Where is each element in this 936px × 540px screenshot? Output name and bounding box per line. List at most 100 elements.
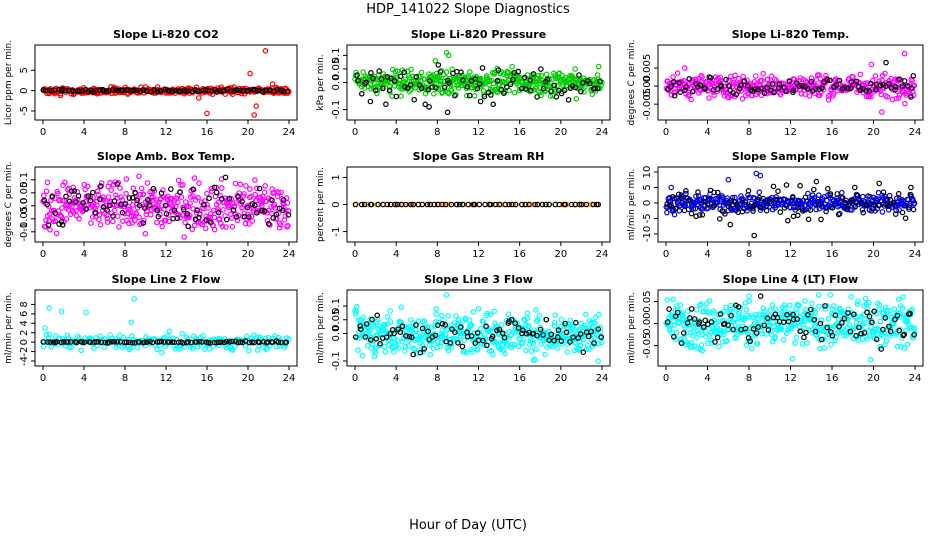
data-point <box>357 323 363 329</box>
data-point <box>73 199 79 205</box>
data-point <box>474 346 481 353</box>
data-point <box>129 88 135 94</box>
data-point <box>828 87 834 94</box>
x-axis-title: Hour of Day (UTC) <box>409 518 527 533</box>
data-point <box>451 92 458 99</box>
data-point <box>446 201 453 208</box>
data-point <box>358 201 365 208</box>
data-point <box>910 206 917 213</box>
data-point <box>850 74 856 80</box>
data-point <box>403 333 409 339</box>
data-point <box>818 317 825 324</box>
data-point <box>530 71 537 77</box>
data-point <box>156 339 163 345</box>
x-tick-label: 20 <box>242 373 255 384</box>
data-point <box>196 214 202 221</box>
data-point <box>677 301 684 308</box>
y-tick-label: 1 <box>331 174 342 180</box>
data-point <box>234 217 241 224</box>
data-point <box>71 188 78 194</box>
data-point <box>743 306 750 313</box>
data-point <box>452 329 458 336</box>
data-point <box>758 327 764 334</box>
x-tick-label: 8 <box>122 127 128 138</box>
data-point <box>728 312 734 319</box>
y-tick-label: 0.05 <box>19 182 30 204</box>
data-point <box>728 197 735 204</box>
y-tick-label: 0 <box>19 339 30 345</box>
data-point <box>62 179 68 186</box>
data-point <box>216 216 223 222</box>
data-point <box>689 344 695 351</box>
data-point <box>748 345 755 352</box>
data-point <box>108 187 114 193</box>
data-point <box>553 94 560 100</box>
data-point <box>586 80 593 87</box>
x-tick-label: 16 <box>826 249 839 260</box>
x-tick-label: 24 <box>596 373 609 384</box>
data-point <box>737 82 744 89</box>
data-point <box>457 324 464 331</box>
data-point <box>676 80 683 86</box>
data-point <box>188 342 195 349</box>
data-point <box>180 182 186 188</box>
outlier-point <box>908 184 914 191</box>
data-point <box>902 215 909 222</box>
data-point <box>672 205 679 212</box>
data-point <box>180 340 186 346</box>
y-axis-label: ml/min per min. <box>4 292 14 364</box>
data-point <box>841 315 848 322</box>
data-point <box>558 323 564 329</box>
data-point <box>177 189 183 195</box>
data-point <box>846 322 853 328</box>
data-point <box>716 216 723 222</box>
data-point <box>866 88 873 95</box>
data-point <box>907 191 914 198</box>
data-point <box>858 200 865 206</box>
data-point <box>546 201 553 208</box>
data-point <box>847 328 854 335</box>
data-point <box>253 210 260 216</box>
x-tick-label: 16 <box>826 127 839 138</box>
x-tick-label: 0 <box>663 249 669 260</box>
data-point <box>510 76 516 83</box>
data-point <box>40 87 47 93</box>
data-point <box>118 194 124 200</box>
series-hourly-mean <box>40 338 290 346</box>
data-point <box>474 330 481 336</box>
data-point <box>799 83 806 89</box>
outlier-point <box>477 98 484 105</box>
y-tick-label: -1 <box>331 227 342 237</box>
outlier-point <box>753 170 760 177</box>
series-all-slopes <box>40 295 292 356</box>
data-point <box>269 197 275 204</box>
data-point <box>689 88 696 95</box>
data-point <box>736 85 743 92</box>
outlier-point <box>727 221 734 228</box>
data-point <box>427 351 434 358</box>
data-point <box>597 78 603 85</box>
data-point <box>866 313 873 320</box>
data-point <box>391 348 397 355</box>
data-point <box>524 310 531 317</box>
data-point <box>136 214 142 221</box>
data-point <box>908 85 915 92</box>
data-point <box>175 199 181 206</box>
data-point <box>506 87 513 94</box>
data-point <box>724 195 731 201</box>
data-point <box>590 201 597 208</box>
outlier-point <box>668 184 675 191</box>
x-tick-label: 24 <box>283 373 296 384</box>
data-point <box>511 89 518 96</box>
x-tick-label: 16 <box>513 249 526 260</box>
data-point <box>98 183 104 189</box>
data-point <box>778 326 785 333</box>
x-tick-label: 20 <box>554 249 567 260</box>
data-point <box>363 79 369 86</box>
data-point <box>90 189 96 196</box>
data-point <box>789 194 796 201</box>
outlier-point <box>83 309 89 316</box>
data-point <box>540 86 547 92</box>
data-point <box>230 207 237 213</box>
